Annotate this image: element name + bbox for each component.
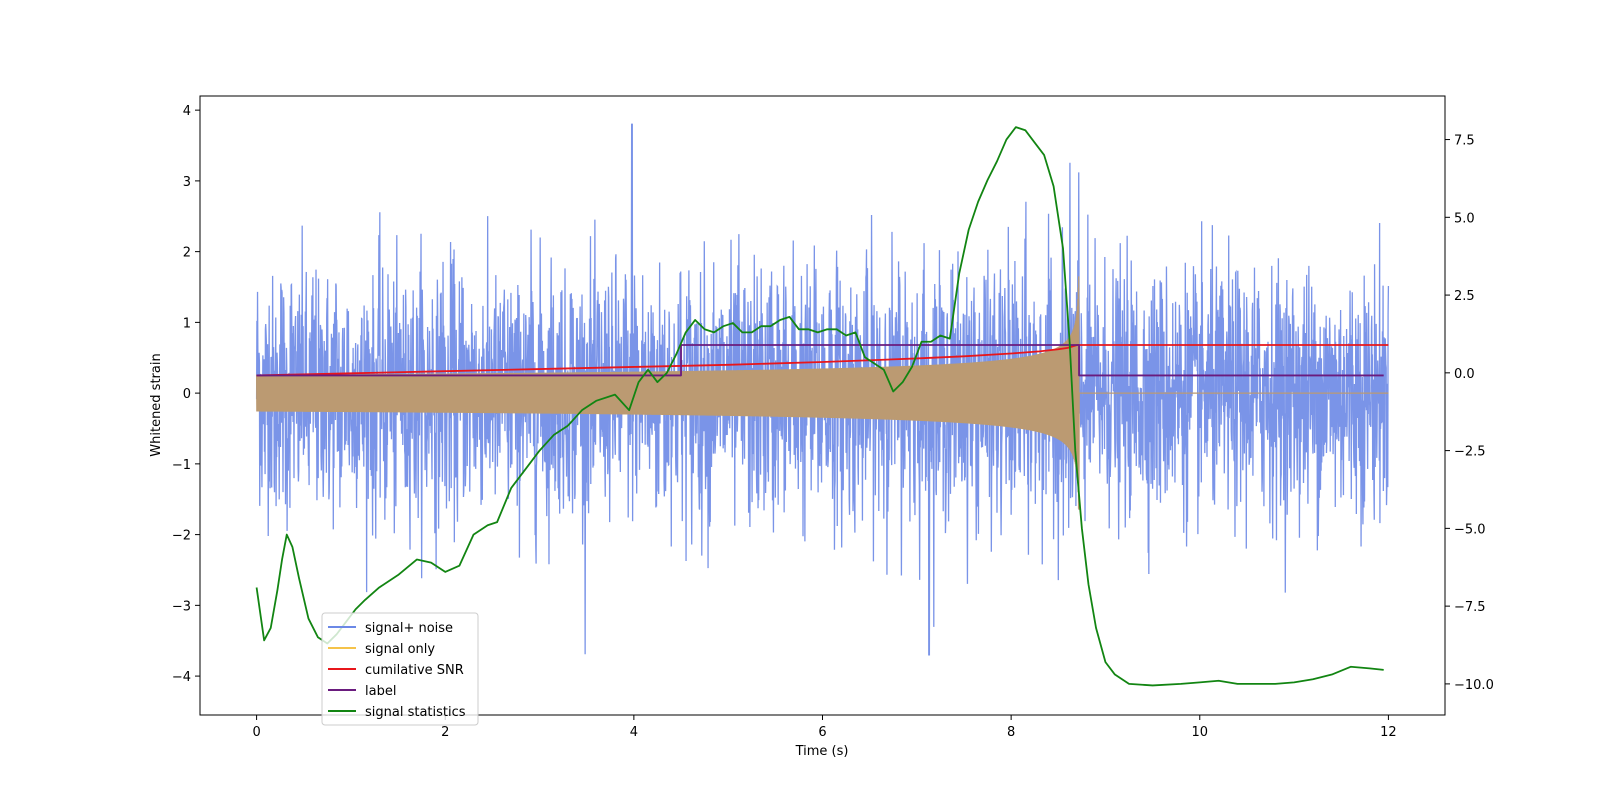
series-label: [256, 344, 1384, 377]
y2-tick-label: −5.0: [1454, 522, 1486, 537]
legend-entry: cumilative SNR: [365, 663, 464, 678]
y-axis-title: Whitened strain: [149, 353, 164, 456]
legend-entry: signal+ noise: [365, 621, 453, 636]
x-tick-label: 4: [630, 725, 638, 740]
y-tick-label: −2: [172, 529, 191, 544]
y2-tick-label: −7.5: [1454, 600, 1486, 615]
series-signal-statistics: [255, 126, 1384, 687]
series-signal-only: [255, 276, 1389, 510]
x-tick-label: 2: [441, 725, 449, 740]
y-axis-right: −10.0 −7.5 −5.0 −2.5 0.0 2.5 5.0 7.5: [1445, 134, 1494, 693]
y2-tick-label: 5.0: [1454, 211, 1475, 226]
legend-entry: label: [365, 684, 396, 699]
y2-tick-label: 0.0: [1454, 367, 1475, 382]
x-tick-label: 8: [1007, 725, 1015, 740]
legend-entry: signal statistics: [365, 705, 466, 720]
y2-tick-label: −10.0: [1454, 678, 1494, 693]
series-cumulative-snr: [256, 344, 1389, 377]
y2-tick-label: 7.5: [1454, 134, 1475, 149]
plot-content: [255, 123, 1390, 687]
x-axis-title: Time (s): [795, 744, 849, 759]
y2-tick-label: −2.5: [1454, 445, 1486, 460]
x-tick-label: 10: [1191, 725, 1208, 740]
y-tick-label: 4: [183, 104, 191, 119]
y-tick-label: 3: [183, 175, 191, 190]
x-tick-label: 0: [252, 725, 260, 740]
y-tick-label: −1: [172, 458, 191, 473]
y-axis-left: −4 −3 −2 −1 0 1 2 3 4: [172, 104, 200, 685]
y-tick-label: 0: [183, 387, 191, 402]
y-tick-label: −4: [172, 670, 191, 685]
y2-tick-label: 2.5: [1454, 289, 1475, 304]
legend: signal+ noise signal only cumilative SNR la…: [321, 612, 479, 726]
y-tick-label: 1: [183, 316, 191, 331]
legend-box: [321, 612, 479, 726]
legend-entry: signal only: [365, 642, 435, 657]
x-tick-label: 12: [1380, 725, 1397, 740]
x-tick-label: 6: [818, 725, 826, 740]
y-tick-label: −3: [172, 599, 191, 614]
y-tick-label: 2: [183, 246, 191, 261]
